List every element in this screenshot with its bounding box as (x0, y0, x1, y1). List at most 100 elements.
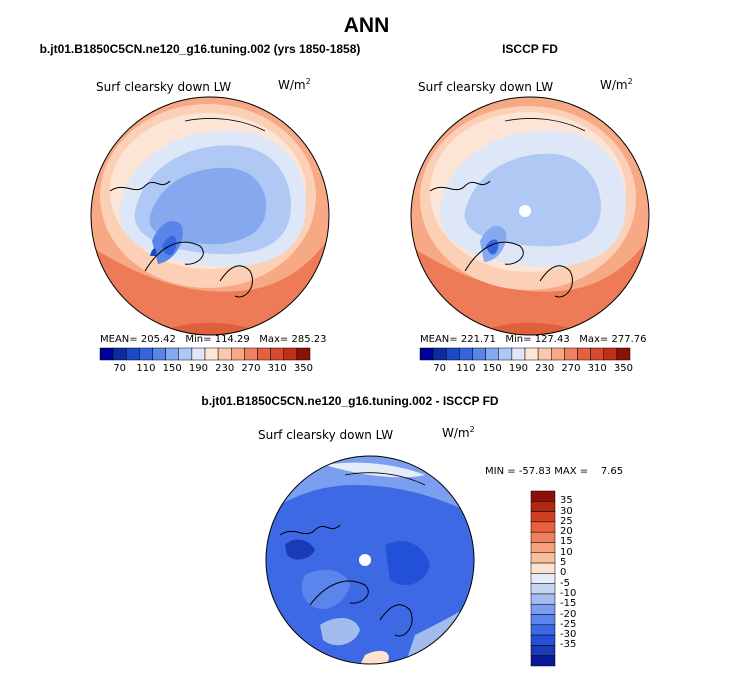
colorbar-swatch (590, 347, 604, 361)
colorbar-tick-label: 150 (482, 363, 502, 374)
colorbar-tick-label: 150 (162, 363, 182, 374)
colorbar-swatch (231, 347, 245, 361)
obs-polar-map (410, 96, 650, 336)
colorbar-tick-label: 230 (215, 363, 235, 374)
colorbar-tick-label: -20 (560, 608, 577, 620)
diff-units-label: W/m2 (442, 425, 475, 440)
colorbar-swatch (419, 347, 434, 361)
diff-colorbar (530, 490, 556, 667)
colorbar-swatch (551, 347, 565, 361)
colorbar-tick-label: 350 (293, 363, 313, 374)
colorbar-swatch (283, 347, 298, 361)
colorbar-tick-label: 350 (613, 363, 633, 374)
colorbar-swatch (564, 347, 578, 361)
colorbar-tick-label: 10 (560, 546, 573, 558)
model-stats: MEAN= 205.42 Min= 114.29 Max= 285.23 (100, 334, 327, 345)
colorbar-swatch (530, 634, 556, 646)
colorbar-swatch (139, 347, 153, 361)
colorbar-tick-label: 25 (560, 515, 573, 527)
colorbar-tick-label: -25 (560, 618, 577, 630)
colorbar-tick-label: 0 (560, 567, 567, 579)
colorbar-swatch (178, 347, 193, 361)
plot-title: ANN (343, 14, 390, 37)
colorbar-swatch (530, 531, 556, 543)
colorbar-tick-label: -15 (560, 598, 577, 610)
colorbar-swatch (530, 583, 556, 595)
obs-units-label: W/m2 (600, 77, 633, 92)
colorbar-swatch (446, 347, 460, 361)
colorbar-tick-label: 230 (535, 363, 555, 374)
colorbar-swatch (217, 347, 232, 361)
colorbar-swatch (537, 347, 552, 361)
colorbar-swatch (530, 614, 556, 626)
colorbar-swatch (530, 521, 556, 533)
colorbar-tick-label: 70 (113, 363, 127, 374)
colorbar-swatch (472, 347, 486, 361)
colorbar-tick-label: 30 (560, 505, 573, 517)
model-polar-map (90, 96, 330, 336)
colorbar-swatch (498, 347, 513, 361)
colorbar-swatch (112, 347, 127, 361)
colorbar-swatch (530, 573, 556, 584)
model-units-label: W/m2 (278, 77, 311, 92)
diff-stats: MIN = -57.83 MAX = 7.65 (485, 466, 624, 477)
colorbar-tick-label: 20 (560, 526, 573, 538)
colorbar-swatch (530, 603, 556, 615)
colorbar-tick-label: -30 (560, 629, 577, 641)
colorbar-swatch (530, 511, 556, 523)
colorbar-swatch (191, 347, 206, 361)
colorbar-swatch (459, 347, 473, 361)
colorbar-swatch (165, 347, 179, 361)
diff-polar-map (265, 455, 475, 665)
colorbar-swatch (530, 593, 556, 605)
colorbar-swatch (485, 347, 499, 361)
obs-colorbar (419, 347, 631, 361)
colorbar-swatch (577, 347, 591, 361)
colorbar-tick-label: 270 (561, 363, 581, 374)
colorbar-swatch (432, 347, 447, 361)
colorbar-swatch (530, 645, 556, 656)
colorbar-tick-label: 310 (267, 363, 287, 374)
model-variable-label: Surf clearsky down LW (96, 80, 232, 94)
colorbar-tick-label: -10 (560, 587, 577, 599)
colorbar-tick-label: -35 (560, 639, 577, 651)
model-colorbar-ticks: 70 110 150 190 230 270 310 350 (100, 363, 313, 377)
colorbar-swatch (126, 347, 140, 361)
colorbar-swatch (530, 490, 556, 502)
colorbar-tick-label: 310 (587, 363, 607, 374)
colorbar-swatch (530, 562, 556, 574)
colorbar-tick-label: 190 (508, 363, 528, 374)
colorbar-tick-label: 190 (188, 363, 208, 374)
colorbar-swatch (244, 347, 258, 361)
diff-caption: b.jt01.B1850C5CN.ne120_g16.tuning.002 - … (201, 394, 499, 408)
colorbar-swatch (524, 347, 539, 361)
model-caption: b.jt01.B1850C5CN.ne120_g16.tuning.002 (y… (39, 42, 361, 56)
colorbar-swatch (511, 347, 526, 361)
colorbar-tick-label: 5 (560, 557, 567, 569)
colorbar-swatch (530, 501, 556, 512)
obs-caption: ISCCP FD (502, 42, 558, 56)
diff-colorbar-ticks: 35 30 25 20 15 10 5 0 -5 -10 -15 -20 -25 -30 -35 (560, 491, 600, 666)
colorbar-swatch (152, 347, 166, 361)
colorbar-tick-label: 70 (433, 363, 447, 374)
colorbar-tick-label: 15 (560, 536, 573, 548)
colorbar-tick-label: 110 (136, 363, 156, 374)
colorbar-swatch (270, 347, 284, 361)
obs-variable-label: Surf clearsky down LW (418, 80, 554, 94)
colorbar-tick-label: 270 (241, 363, 261, 374)
colorbar-swatch (257, 347, 271, 361)
colorbar-swatch (99, 347, 114, 361)
colorbar-swatch (616, 347, 631, 361)
colorbar-tick-label: -5 (560, 577, 570, 589)
obs-stats: MEAN= 221.71 Min= 127.43 Max= 277.76 (420, 334, 647, 345)
obs-colorbar-ticks: 70 110 150 190 230 270 310 350 (420, 363, 633, 377)
colorbar-swatch (603, 347, 618, 361)
colorbar-swatch (530, 552, 556, 564)
colorbar-swatch (530, 542, 556, 554)
colorbar-swatch (296, 347, 311, 361)
colorbar-swatch (530, 624, 556, 636)
colorbar-swatch (204, 347, 219, 361)
model-colorbar (99, 347, 311, 361)
diff-variable-label: Surf clearsky down LW (258, 428, 394, 442)
colorbar-tick-label: 35 (560, 495, 573, 507)
